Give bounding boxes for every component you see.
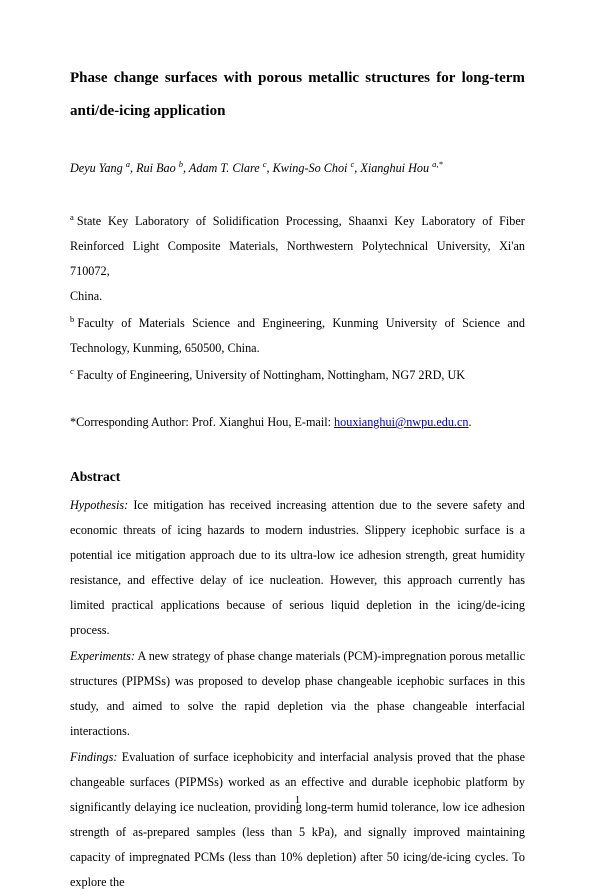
findings-paragraph: Findings: Evaluation of surface icephobi… <box>70 745 525 895</box>
corresp-suffix: . <box>468 415 471 429</box>
affiliation-c: c Faculty of Engineering, University of … <box>70 363 525 388</box>
findings-text: Evaluation of surface icephobicity and i… <box>70 750 525 889</box>
experiments-label: Experiments: <box>70 649 135 663</box>
corresponding-author: *Corresponding Author: Prof. Xianghui Ho… <box>70 410 525 435</box>
findings-label: Findings: <box>70 750 117 764</box>
affil-c-sup: c <box>70 366 74 376</box>
authors-line: Deyu Yang a, Rui Bao b, Adam T. Clare c,… <box>70 156 525 181</box>
affiliation-b: b FacultyofMaterialsScienceandEngineerin… <box>70 311 525 361</box>
corresp-email-link[interactable]: houxianghui@nwpu.edu.cn <box>334 415 468 429</box>
affiliation-a: a StateKeyLaboratoryofSolidificationProc… <box>70 209 525 309</box>
experiments-paragraph: Experiments: A new strategy of phase cha… <box>70 644 525 744</box>
title-line-2: anti/de-icing application <box>70 95 525 128</box>
corresp-prefix: *Corresponding Author: Prof. Xianghui Ho… <box>70 415 334 429</box>
abstract-heading: Abstract <box>70 463 525 491</box>
affil-a-line2: Reinforced Light Composite Materials, No… <box>70 234 525 284</box>
hypothesis-paragraph: Hypothesis:Icemitigationhasreceivedincre… <box>70 493 525 643</box>
affil-c-text: Faculty of Engineering, University of No… <box>77 368 465 382</box>
page-number: 1 <box>0 789 595 812</box>
paper-title: Phasechangesurfaceswithporousmetallicstr… <box>70 62 525 128</box>
affil-a-line3: China. <box>70 284 525 309</box>
experiments-text: A new strategy of phase change materials… <box>70 649 525 738</box>
affil-b-line2: Technology, Kunming, 650500, China. <box>70 336 525 361</box>
hypothesis-rest: economic threats of icing hazards to mod… <box>70 523 525 637</box>
